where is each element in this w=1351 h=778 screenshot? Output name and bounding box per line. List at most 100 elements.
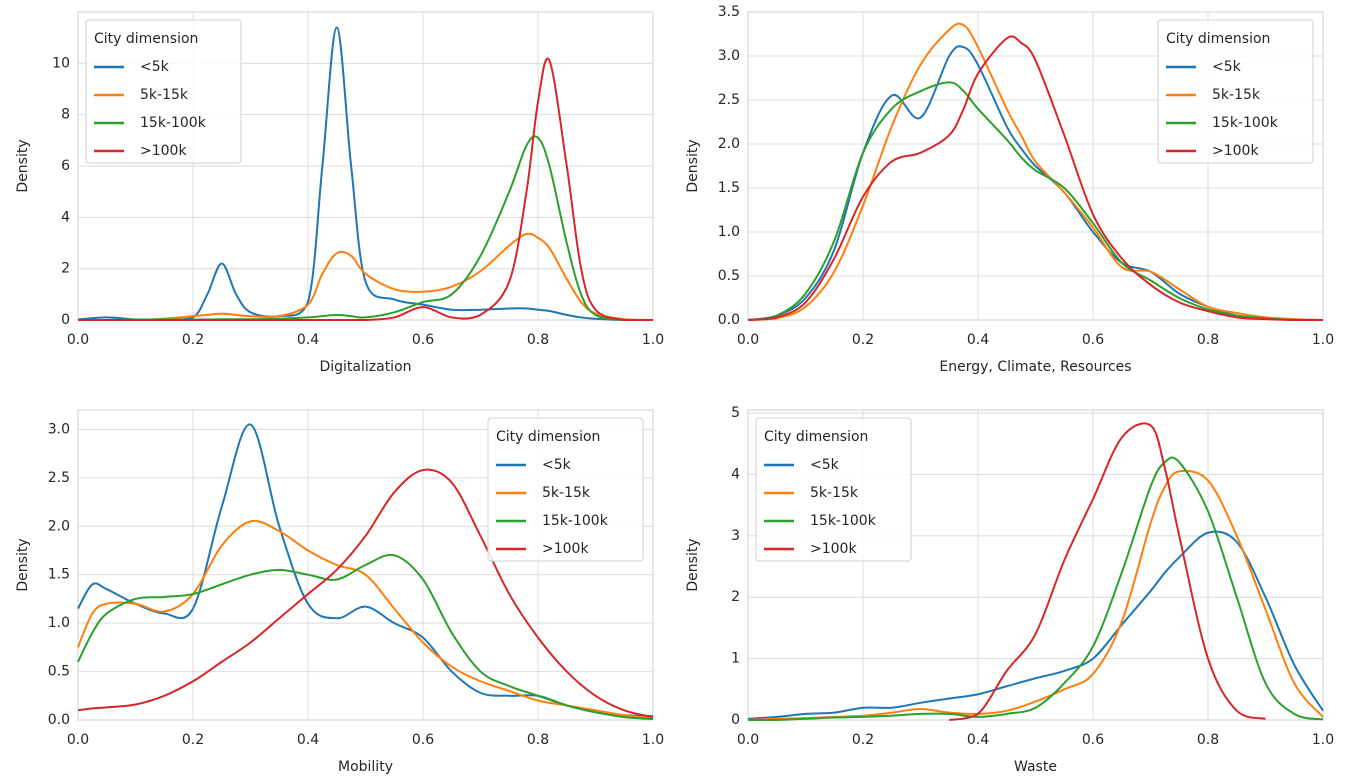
x-tick-label: 1.0 xyxy=(642,732,664,748)
x-tick-label: 0.0 xyxy=(67,332,89,348)
y-tick-label: 1.0 xyxy=(718,224,740,240)
density-line xyxy=(747,35,1323,322)
legend-label: 15k-100k xyxy=(810,513,877,529)
x-tick-label: 0.2 xyxy=(182,332,204,348)
x-tick-label: 0.6 xyxy=(1082,732,1104,748)
x-tick-label: 1.0 xyxy=(642,332,664,348)
y-tick-label: 3.5 xyxy=(718,4,740,20)
x-tick-label: 1.0 xyxy=(1312,732,1334,748)
density-line xyxy=(949,422,1266,721)
x-tick-label: 0.6 xyxy=(1082,332,1104,348)
x-axis-label: Mobility xyxy=(338,759,393,775)
x-tick-label: 0.8 xyxy=(527,332,549,348)
y-tick-label: 2 xyxy=(731,589,740,605)
y-tick-label: 0.5 xyxy=(718,268,740,284)
y-tick-label: 10 xyxy=(52,55,70,71)
y-tick-label: 0 xyxy=(61,312,70,328)
plot-frame xyxy=(747,11,1324,321)
y-tick-label: 6 xyxy=(61,158,70,174)
x-tick-label: 0.4 xyxy=(967,332,989,348)
x-tick-label: 0.8 xyxy=(1197,332,1219,348)
legend-title: City dimension xyxy=(764,429,868,445)
legend-title: City dimension xyxy=(1166,31,1270,47)
x-tick-label: 1.0 xyxy=(1312,332,1334,348)
density-line xyxy=(77,26,653,322)
density-line xyxy=(747,22,1324,321)
x-axis-label: Digitalization xyxy=(319,359,411,375)
legend-label: <5k xyxy=(1212,59,1242,75)
legend-title: City dimension xyxy=(94,31,198,47)
y-tick-label: 4 xyxy=(731,466,740,482)
y-tick-label: 3 xyxy=(731,528,740,544)
density-line xyxy=(77,57,653,322)
x-tick-label: 0.6 xyxy=(412,332,434,348)
y-tick-label: 4 xyxy=(61,209,70,225)
legend-label: >100k xyxy=(1212,143,1259,159)
legend-label: 15k-100k xyxy=(140,115,207,131)
y-tick-label: 2.0 xyxy=(718,136,740,152)
x-tick-label: 0.8 xyxy=(1197,732,1219,748)
legend: City dimension <5k 5k-15k 15k-100k >100k xyxy=(755,417,912,562)
y-tick-label: 3.0 xyxy=(48,421,70,437)
legend: City dimension <5k 5k-15k 15k-100k >100k xyxy=(1157,19,1314,164)
plot-frame xyxy=(747,409,1324,721)
y-tick-label: 3.0 xyxy=(718,48,740,64)
x-tick-label: 0.6 xyxy=(412,732,434,748)
y-tick-label: 5 xyxy=(731,405,740,421)
density-line xyxy=(77,553,654,721)
x-tick-label: 0.2 xyxy=(182,732,204,748)
x-tick-label: 0.4 xyxy=(297,732,319,748)
y-tick-label: 2 xyxy=(61,261,70,277)
x-tick-label: 0.0 xyxy=(737,332,759,348)
x-axis-label: Energy, Climate, Resources xyxy=(939,359,1131,375)
legend-label: 15k-100k xyxy=(542,513,609,529)
x-tick-label: 0.2 xyxy=(852,332,874,348)
legend-box xyxy=(487,417,644,562)
x-tick-label: 0.2 xyxy=(852,732,874,748)
legend-box xyxy=(85,19,242,164)
plot-frame xyxy=(77,409,654,721)
legend-label: 5k-15k xyxy=(810,485,859,501)
legend-label: 5k-15k xyxy=(542,485,591,501)
legend-label: >100k xyxy=(810,541,857,557)
legend-label: >100k xyxy=(542,541,589,557)
y-axis-label: Density xyxy=(15,139,31,192)
y-tick-label: 0.0 xyxy=(48,712,70,728)
y-tick-label: 2.0 xyxy=(48,518,70,534)
y-axis-label: Density xyxy=(685,139,701,192)
legend: City dimension <5k 5k-15k 15k-100k >100k xyxy=(85,19,242,164)
y-tick-label: 1.5 xyxy=(48,567,70,583)
density-line xyxy=(77,519,654,720)
y-tick-label: 2.5 xyxy=(48,470,70,486)
y-tick-label: 1.5 xyxy=(718,180,740,196)
legend-label: 5k-15k xyxy=(140,87,189,103)
y-tick-label: 8 xyxy=(61,107,70,123)
legend-title: City dimension xyxy=(496,429,600,445)
legend-label: <5k xyxy=(810,457,840,473)
legend-label: 5k-15k xyxy=(1212,87,1261,103)
x-tick-label: 0.4 xyxy=(297,332,319,348)
legend-label: 15k-100k xyxy=(1212,115,1279,131)
x-tick-label: 0.0 xyxy=(67,732,89,748)
density-line xyxy=(747,81,1323,322)
density-line xyxy=(747,530,1324,720)
y-tick-label: 0.0 xyxy=(718,312,740,328)
x-tick-label: 0.8 xyxy=(527,732,549,748)
y-axis-label: Density xyxy=(15,538,31,591)
legend-label: <5k xyxy=(542,457,572,473)
legend-box xyxy=(755,417,912,562)
legend-label: <5k xyxy=(140,59,170,75)
density-line xyxy=(748,456,1324,721)
y-tick-label: 1 xyxy=(731,651,740,667)
x-tick-label: 0.0 xyxy=(737,732,759,748)
legend-box xyxy=(1157,19,1314,164)
x-tick-label: 0.4 xyxy=(967,732,989,748)
density-line xyxy=(77,232,654,322)
legend: City dimension <5k 5k-15k 15k-100k >100k xyxy=(487,417,644,562)
y-tick-label: 1.0 xyxy=(48,615,70,631)
x-axis-label: Waste xyxy=(1014,759,1057,775)
y-tick-label: 0 xyxy=(731,712,740,728)
y-tick-label: 0.5 xyxy=(48,664,70,680)
y-axis-label: Density xyxy=(685,538,701,591)
